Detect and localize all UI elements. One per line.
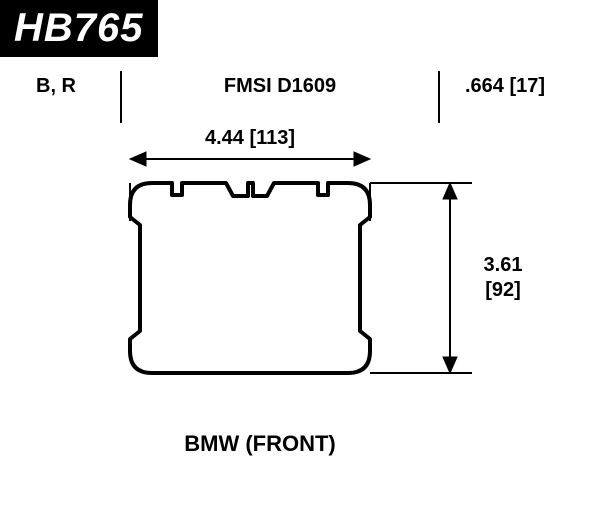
width-dimension-label: 4.44 [113] bbox=[175, 127, 325, 150]
thickness-in: .664 bbox=[465, 75, 504, 97]
thickness-mm: [17] bbox=[509, 75, 545, 97]
height-dimension bbox=[370, 183, 472, 373]
compounds-spec: B, R bbox=[30, 75, 120, 98]
width-in: 4.44 bbox=[205, 127, 244, 149]
height-in: 3.61 bbox=[468, 253, 538, 278]
fmsi-spec: FMSI D1609 bbox=[122, 75, 438, 98]
diagram-area: 4.44 [113] 3.61 [92] bbox=[0, 123, 600, 493]
width-mm: [113] bbox=[249, 127, 295, 149]
application-label: BMW (FRONT) bbox=[170, 431, 350, 457]
height-dimension-label: 3.61 [92] bbox=[468, 253, 538, 303]
thickness-spec: .664 [17] bbox=[440, 75, 570, 98]
part-number-header: HB765 bbox=[0, 0, 158, 57]
brake-pad-outline bbox=[130, 183, 370, 373]
height-mm: [92] bbox=[468, 278, 538, 303]
spec-row: B, R FMSI D1609 .664 [17] bbox=[0, 57, 600, 123]
